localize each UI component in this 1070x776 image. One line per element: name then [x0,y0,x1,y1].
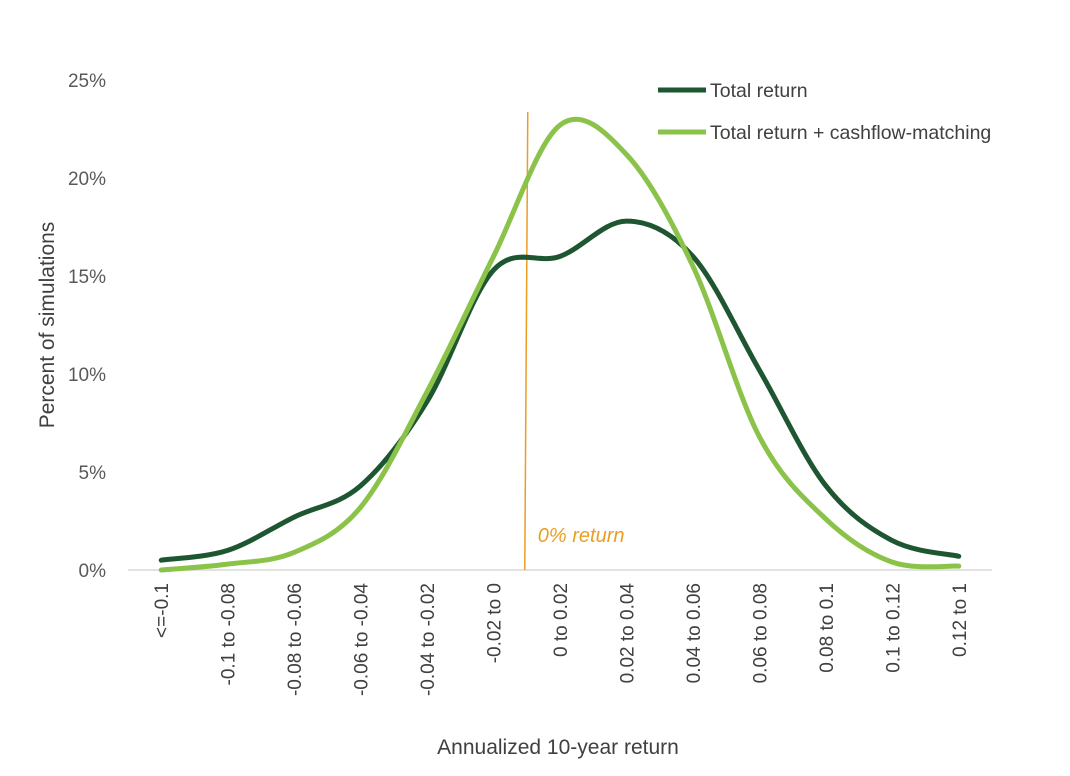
series-line-2 [158,116,962,573]
x-axis-ticks: <=-0.1 -0.1 to -0.08 -0.08 to -0.06 -0.06 t… [152,583,971,696]
x-tick-label: 0.08 to 0.1 [817,583,838,673]
y-tick-label: 0% [79,561,107,582]
series-line-1 [158,218,962,563]
x-tick-label: 0 to 0.02 [551,583,572,657]
x-axis-title: Annualized 10-year return [437,736,679,759]
y-axis-ticks: 0% 5% 10% 15% 20% 25% [68,71,106,582]
legend: Total return Total return + cashflow-matc… [658,80,991,144]
legend-label: Total return [710,80,808,102]
y-axis-title: Percent of simulations [36,222,59,429]
y-tick-label: 25% [68,71,106,92]
series-lines [158,116,962,573]
x-tick-label: -0.1 to -0.08 [219,583,240,685]
x-tick-label: -0.04 to -0.02 [418,583,439,696]
x-tick-label: <=-0.1 [152,583,173,638]
x-tick-label: 0.1 to 0.12 [883,583,904,673]
y-tick-label: 20% [68,169,106,190]
x-tick-label: -0.08 to -0.06 [285,583,306,696]
x-tick-label: -0.06 to -0.04 [352,583,373,696]
legend-label: Total return + cashflow-matching [710,122,991,144]
zero-return-annotation: 0% return [538,525,625,547]
x-tick-label: 0.12 to 1 [950,583,971,657]
y-tick-label: 5% [79,463,107,484]
x-tick-label: 0.06 to 0.08 [750,583,771,683]
x-tick-label: 0.04 to 0.06 [684,583,705,683]
zero-return-line [524,111,529,571]
y-tick-label: 15% [68,267,106,288]
y-tick-label: 10% [68,365,106,386]
x-tick-label: 0.02 to 0.04 [617,583,638,684]
x-tick-label: -0.02 to 0 [485,583,506,663]
